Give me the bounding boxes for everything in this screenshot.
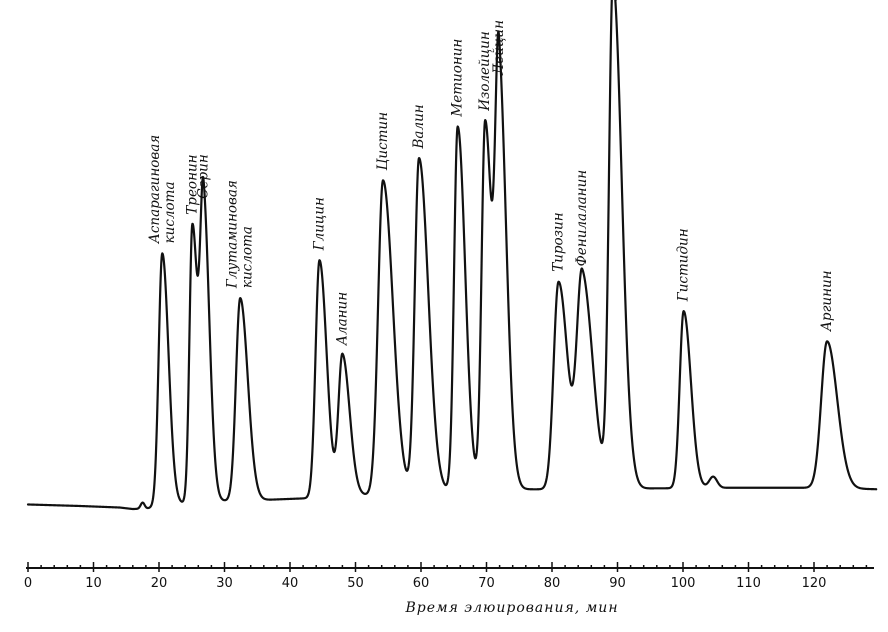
peak-label-8: Метионин [450, 39, 466, 118]
peak-label-6: Цистин [375, 112, 391, 170]
x-tick-label-70: 70 [478, 576, 495, 591]
chromatogram-trace [26, 0, 878, 511]
peak-label-5: Аланин [334, 292, 350, 346]
peak-label-10: Лейцин [491, 20, 507, 76]
x-tick-label-90: 90 [609, 576, 626, 591]
x-tick-label-100: 100 [671, 576, 696, 591]
x-axis-title: Время элюирования, мин [404, 600, 618, 616]
x-tick-label-10: 10 [85, 576, 102, 591]
x-tick-label-110: 110 [736, 576, 761, 591]
peak-label-9: Изолейцин [477, 31, 493, 112]
trace-layer [26, 0, 878, 511]
peak-label-1: Треонин [184, 154, 200, 214]
x-tick-label-20: 20 [151, 576, 168, 591]
peak-label-14: Гистидин [676, 228, 692, 302]
peak-label-11: Тирозин [551, 212, 567, 271]
peak-label-3: Глутаминоваякислота [225, 180, 256, 289]
peak-label-2: Серин [196, 154, 212, 199]
x-tick-label-120: 120 [802, 576, 827, 591]
peak-label-4: Глицин [312, 197, 328, 251]
x-tick-label-50: 50 [347, 576, 364, 591]
x-tick-label-30: 30 [216, 576, 233, 591]
peak-label-0: Аспарагиноваякислота [147, 135, 178, 245]
x-tick-label-80: 80 [544, 576, 561, 591]
x-tick-label-0: 0 [24, 576, 32, 591]
peak-label-13: Лизин [605, 0, 621, 1]
peak-label-15: Аргинин [819, 270, 835, 332]
x-tick-label-60: 60 [413, 576, 430, 591]
x-axis: 0 10 20 30 40 50 60 70 80 90 100 110 120 [24, 562, 874, 591]
peak-label-7: Валин [411, 104, 427, 149]
x-tick-label-40: 40 [282, 576, 299, 591]
peak-label-12: Фенилаланин [574, 170, 590, 267]
